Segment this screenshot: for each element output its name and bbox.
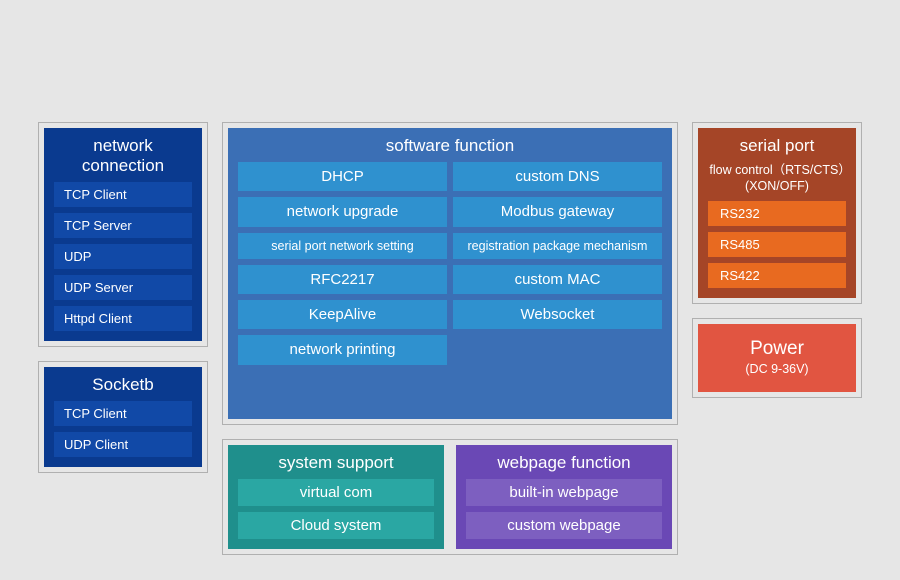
left-column: network connection TCP Client TCP Server U… bbox=[38, 30, 208, 555]
network-panel: network connection TCP Client TCP Server U… bbox=[38, 122, 208, 347]
network-item: TCP Client bbox=[54, 182, 192, 207]
power-title: Power bbox=[708, 338, 846, 360]
software-item: network printing bbox=[238, 335, 447, 364]
software-item: RFC2217 bbox=[238, 265, 447, 294]
right-column: serial port flow control（RTS/CTS）(XON/OF… bbox=[692, 30, 862, 555]
software-item: DHCP bbox=[238, 162, 447, 191]
serial-item: RS485 bbox=[708, 232, 846, 257]
power-sub: (DC 9-36V) bbox=[708, 362, 846, 376]
network-item: UDP bbox=[54, 244, 192, 269]
power-block: Power (DC 9-36V) bbox=[698, 324, 856, 392]
socketb-item: UDP Client bbox=[54, 432, 192, 457]
lower-mid-panel: system support virtual com Cloud system w… bbox=[222, 439, 678, 555]
software-item: serial port network setting bbox=[238, 233, 447, 259]
socketb-item: TCP Client bbox=[54, 401, 192, 426]
software-item: Modbus gateway bbox=[453, 197, 662, 226]
webpage-item: custom webpage bbox=[466, 512, 662, 539]
serial-item: RS232 bbox=[708, 201, 846, 226]
power-panel: Power (DC 9-36V) bbox=[692, 318, 862, 398]
serial-block: serial port flow control（RTS/CTS）(XON/OF… bbox=[698, 128, 856, 298]
software-item: network upgrade bbox=[238, 197, 447, 226]
webpage-block: webpage function built-in webpage custom … bbox=[456, 445, 672, 549]
software-item: registration package mechanism bbox=[453, 233, 662, 259]
software-panel: software function DHCPcustom DNSnetwork … bbox=[222, 122, 678, 425]
serial-item: RS422 bbox=[708, 263, 846, 288]
system-item: virtual com bbox=[238, 479, 434, 506]
software-title: software function bbox=[238, 136, 662, 156]
middle-column: software function DHCPcustom DNSnetwork … bbox=[222, 30, 678, 555]
software-item: Websocket bbox=[453, 300, 662, 329]
software-item: custom DNS bbox=[453, 162, 662, 191]
system-title: system support bbox=[238, 453, 434, 473]
network-block: network connection TCP Client TCP Server U… bbox=[44, 128, 202, 341]
software-item: custom MAC bbox=[453, 265, 662, 294]
socketb-title: Socketb bbox=[54, 375, 192, 395]
software-item: KeepAlive bbox=[238, 300, 447, 329]
network-item: TCP Server bbox=[54, 213, 192, 238]
serial-panel: serial port flow control（RTS/CTS）(XON/OF… bbox=[692, 122, 862, 304]
socketb-panel: Socketb TCP Client UDP Client bbox=[38, 361, 208, 473]
network-item: UDP Server bbox=[54, 275, 192, 300]
system-block: system support virtual com Cloud system bbox=[228, 445, 444, 549]
serial-title: serial port bbox=[708, 136, 846, 156]
network-item: Httpd Client bbox=[54, 306, 192, 331]
webpage-title: webpage function bbox=[466, 453, 662, 473]
network-title: network connection bbox=[54, 136, 192, 176]
serial-sub: flow control（RTS/CTS）(XON/OFF) bbox=[708, 162, 846, 195]
system-item: Cloud system bbox=[238, 512, 434, 539]
webpage-item: built-in webpage bbox=[466, 479, 662, 506]
socketb-block: Socketb TCP Client UDP Client bbox=[44, 367, 202, 467]
software-block: software function DHCPcustom DNSnetwork … bbox=[228, 128, 672, 419]
